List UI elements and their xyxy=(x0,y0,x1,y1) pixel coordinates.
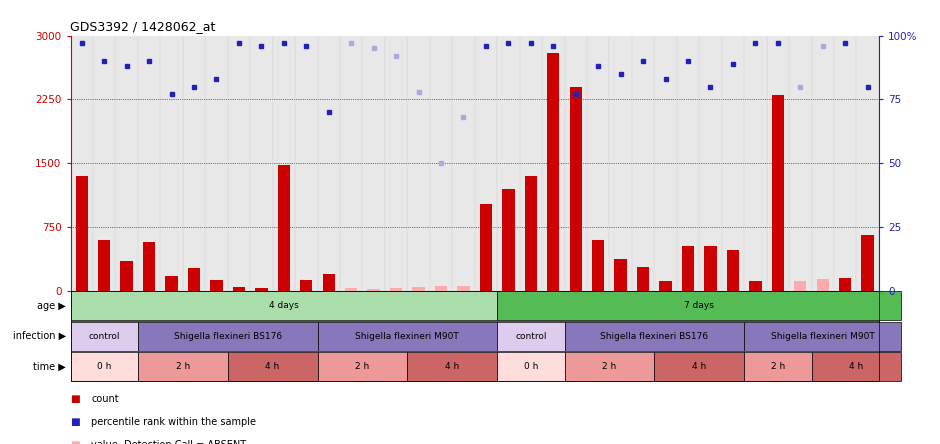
Bar xyxy=(479,204,493,291)
Text: 4 h: 4 h xyxy=(446,362,460,371)
Bar xyxy=(98,240,110,291)
Text: 7 days: 7 days xyxy=(684,301,714,310)
Bar xyxy=(839,278,852,291)
Bar xyxy=(138,352,227,381)
Text: infection ▶: infection ▶ xyxy=(12,331,66,341)
Bar xyxy=(233,286,245,291)
Bar xyxy=(277,165,290,291)
Text: Shigella flexineri M90T: Shigella flexineri M90T xyxy=(771,332,874,341)
Bar xyxy=(75,176,88,291)
Text: Shigella flexineri M90T: Shigella flexineri M90T xyxy=(355,332,460,341)
Text: 4 h: 4 h xyxy=(692,362,706,371)
Bar xyxy=(497,352,565,381)
Bar xyxy=(70,321,138,351)
Bar xyxy=(565,321,744,351)
Bar xyxy=(227,352,318,381)
Bar xyxy=(138,321,318,351)
Bar xyxy=(570,87,582,291)
Bar xyxy=(70,352,138,381)
Bar xyxy=(811,352,901,381)
Bar xyxy=(861,234,874,291)
Bar xyxy=(744,321,901,351)
Bar xyxy=(592,240,604,291)
Bar xyxy=(654,352,744,381)
Bar xyxy=(435,286,447,291)
Text: control: control xyxy=(88,332,120,341)
Bar xyxy=(794,281,807,291)
Bar xyxy=(884,235,897,291)
Bar xyxy=(211,280,223,291)
Bar xyxy=(457,286,470,291)
Bar xyxy=(615,259,627,291)
Text: ■: ■ xyxy=(70,440,80,444)
Bar xyxy=(413,287,425,291)
Text: 4 days: 4 days xyxy=(269,301,299,310)
Bar xyxy=(322,274,335,291)
Text: 4 h: 4 h xyxy=(265,362,280,371)
Bar xyxy=(255,288,268,291)
Text: 0 h: 0 h xyxy=(97,362,111,371)
Bar xyxy=(497,321,565,351)
Bar xyxy=(120,261,133,291)
Text: 0 h: 0 h xyxy=(524,362,538,371)
Text: percentile rank within the sample: percentile rank within the sample xyxy=(91,417,257,427)
Text: Shigella flexineri BS176: Shigella flexineri BS176 xyxy=(601,332,709,341)
Bar xyxy=(390,288,402,291)
Text: 2 h: 2 h xyxy=(771,362,785,371)
Text: 2 h: 2 h xyxy=(176,362,190,371)
Text: 2 h: 2 h xyxy=(355,362,369,371)
Bar xyxy=(659,281,672,291)
Bar xyxy=(547,52,559,291)
Text: control: control xyxy=(515,332,546,341)
Bar xyxy=(143,242,155,291)
Bar xyxy=(525,176,537,291)
Text: ■: ■ xyxy=(70,417,80,427)
Bar xyxy=(744,352,811,381)
Bar xyxy=(318,352,407,381)
Bar xyxy=(318,321,497,351)
Bar xyxy=(300,280,312,291)
Text: 4 h: 4 h xyxy=(850,362,864,371)
Bar xyxy=(772,95,784,291)
Text: value, Detection Call = ABSENT: value, Detection Call = ABSENT xyxy=(91,440,246,444)
Bar xyxy=(637,267,650,291)
Bar xyxy=(565,352,654,381)
Text: count: count xyxy=(91,394,118,404)
Bar xyxy=(497,291,901,321)
Bar xyxy=(502,189,514,291)
Text: ■: ■ xyxy=(70,394,80,404)
Bar xyxy=(727,250,739,291)
Bar xyxy=(165,275,178,291)
Bar xyxy=(345,288,357,291)
Bar xyxy=(70,291,497,321)
Bar xyxy=(188,268,200,291)
Text: age ▶: age ▶ xyxy=(37,301,66,311)
Text: GDS3392 / 1428062_at: GDS3392 / 1428062_at xyxy=(70,20,216,33)
Bar xyxy=(682,246,695,291)
Text: 2 h: 2 h xyxy=(603,362,617,371)
Bar xyxy=(817,279,829,291)
Bar xyxy=(407,352,497,381)
Text: time ▶: time ▶ xyxy=(33,361,66,371)
Text: Shigella flexineri BS176: Shigella flexineri BS176 xyxy=(174,332,282,341)
Bar xyxy=(704,246,716,291)
Bar xyxy=(368,289,380,291)
Bar xyxy=(749,281,761,291)
